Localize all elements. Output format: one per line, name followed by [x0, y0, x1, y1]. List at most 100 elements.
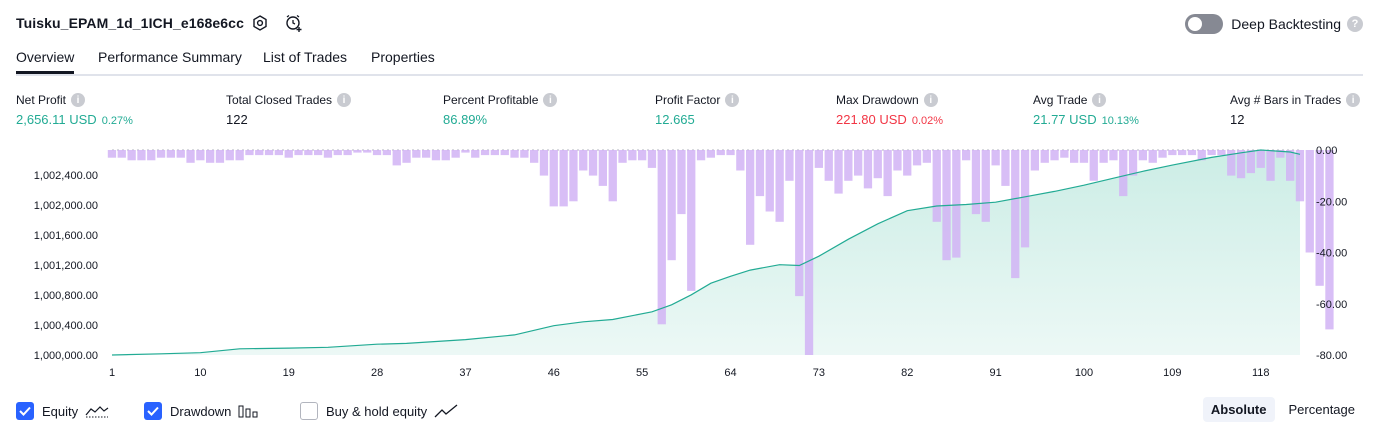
- drawdown-bar: [903, 150, 912, 176]
- drawdown-bar: [844, 150, 853, 181]
- metric-value: 86.89%: [443, 112, 488, 127]
- mode-absolute-button[interactable]: Absolute: [1202, 397, 1275, 422]
- drawdown-bar: [814, 150, 823, 168]
- drawdown-bar: [785, 150, 794, 181]
- info-icon[interactable]: i: [71, 93, 86, 107]
- drawdown-bar: [1227, 150, 1236, 176]
- drawdown-bar: [1089, 150, 1098, 181]
- x-tick-label: 91: [990, 367, 1002, 379]
- y-tick-label: 1,002,000.00: [34, 200, 98, 212]
- metric-label: Percent Profitable: [443, 93, 539, 107]
- drawdown-bar: [559, 150, 568, 207]
- drawdown-bar: [677, 150, 686, 215]
- drawdown-bar: [441, 150, 450, 161]
- drawdown-bar: [490, 150, 499, 156]
- drawdown-bar: [1256, 150, 1265, 168]
- y-tick-label: 1,001,600.00: [34, 230, 98, 242]
- checkbox-checked-icon[interactable]: [144, 402, 162, 420]
- drawdown-bar: [500, 150, 509, 156]
- toggle-knob: [1188, 17, 1203, 31]
- info-icon[interactable]: i: [337, 93, 352, 107]
- checkbox-checked-icon[interactable]: [16, 402, 34, 420]
- drawdown-bar: [363, 150, 372, 153]
- metric-label: Max Drawdown: [836, 93, 919, 107]
- drawdown-bar: [569, 150, 578, 202]
- drawdown-tick-label: -40.00: [1316, 248, 1347, 260]
- drawdown-bar: [235, 150, 244, 161]
- x-tick-label: 82: [901, 367, 913, 379]
- drawdown-bar: [176, 150, 185, 158]
- drawdown-bar: [922, 150, 931, 163]
- tab-overview[interactable]: Overview: [16, 49, 75, 74]
- drawdown-bar: [657, 150, 666, 325]
- metric-avg-bars-in-trades: Avg # Bars in Trades i 12: [1230, 93, 1361, 127]
- tab-properties[interactable]: Properties: [371, 49, 435, 65]
- info-icon[interactable]: i: [923, 93, 938, 107]
- report-tabs: Overview Performance Summary List of Tra…: [16, 46, 1363, 76]
- info-icon[interactable]: i: [1346, 93, 1361, 107]
- mode-percentage-button[interactable]: Percentage: [1288, 402, 1356, 417]
- info-icon[interactable]: i: [1092, 93, 1107, 107]
- settings-icon[interactable]: [250, 13, 270, 33]
- drawdown-bar: [893, 150, 902, 171]
- x-tick-label: 109: [1163, 367, 1181, 379]
- x-tick-label: 55: [636, 367, 648, 379]
- drawdown-bar: [1197, 150, 1206, 161]
- x-tick-label: 100: [1075, 367, 1093, 379]
- drawdown-bar: [932, 150, 941, 222]
- drawdown-bar: [883, 150, 892, 197]
- drawdown-bar: [451, 150, 460, 158]
- drawdown-bar: [196, 150, 205, 161]
- metric-label: Net Profit: [16, 93, 67, 107]
- y-tick-label: 1,002,400.00: [34, 170, 98, 182]
- tab-list-of-trades[interactable]: List of Trades: [263, 49, 348, 65]
- drawdown-bar: [333, 150, 342, 156]
- drawdown-bar: [215, 150, 225, 163]
- x-tick-label: 46: [548, 367, 560, 379]
- drawdown-bar: [1315, 150, 1324, 286]
- metric-label: Avg # Bars in Trades: [1230, 93, 1342, 107]
- info-icon[interactable]: i: [725, 93, 740, 107]
- legend-buy-hold-toggle[interactable]: Buy & hold equity: [300, 402, 458, 420]
- chart-legend: Equity Drawdown Buy & hold equity Absolu…: [16, 397, 1363, 422]
- drawdown-bar: [1099, 150, 1108, 163]
- drawdown-bar: [765, 150, 774, 212]
- drawdown-bar: [323, 150, 333, 158]
- drawdown-bar: [255, 150, 264, 156]
- drawdown-bar: [1011, 150, 1020, 279]
- metric-net-profit: Net Profit i 2,656.11 USD 0.27%: [16, 93, 133, 127]
- drawdown-bar: [206, 150, 215, 163]
- drawdown-bar: [588, 150, 598, 176]
- x-tick-label: 28: [371, 367, 383, 379]
- drawdown-bar: [746, 150, 755, 245]
- drawdown-bar: [471, 150, 480, 158]
- deep-backtesting-toggle[interactable]: [1185, 14, 1224, 34]
- chart-canvas[interactable]: 1,000,000.00 1,000,400.00 1,000,800.00 1,00…: [0, 140, 1379, 390]
- drawdown-bar: [1305, 150, 1314, 253]
- checkbox-unchecked-icon[interactable]: [300, 402, 318, 420]
- metric-value: 12.665: [655, 112, 695, 127]
- legend-drawdown-toggle[interactable]: Drawdown: [144, 402, 258, 420]
- drawdown-bar: [1286, 150, 1295, 181]
- tab-performance-summary[interactable]: Performance Summary: [98, 49, 242, 65]
- drawdown-bar: [1060, 150, 1069, 158]
- x-tick-label: 37: [459, 367, 471, 379]
- drawdown-bar: [1001, 150, 1010, 186]
- info-icon[interactable]: i: [543, 93, 558, 107]
- metric-percent: 10.13%: [1101, 115, 1139, 127]
- drawdown-bar: [804, 150, 814, 355]
- drawdown-bar: [1119, 150, 1128, 197]
- deep-backtesting-label: Deep Backtesting: [1231, 16, 1341, 32]
- drawdown-bar: [412, 150, 421, 158]
- deep-backtesting-control: Deep Backtesting ?: [1185, 13, 1363, 35]
- x-tick-label: 73: [813, 367, 825, 379]
- add-alert-clock-icon[interactable]: [284, 13, 304, 33]
- metric-avg-trade: Avg Trade i 21.77 USD 10.13%: [1033, 93, 1139, 127]
- drawdown-bar: [245, 150, 254, 156]
- drawdown-bar: [795, 150, 804, 297]
- drawdown-bar: [274, 150, 283, 156]
- equity-drawdown-chart[interactable]: 1,000,000.00 1,000,400.00 1,000,800.00 1,00…: [0, 140, 1379, 390]
- drawdown-tick-label: 0.00: [1316, 145, 1337, 157]
- legend-equity-toggle[interactable]: Equity: [16, 402, 109, 420]
- help-icon[interactable]: ?: [1347, 16, 1363, 32]
